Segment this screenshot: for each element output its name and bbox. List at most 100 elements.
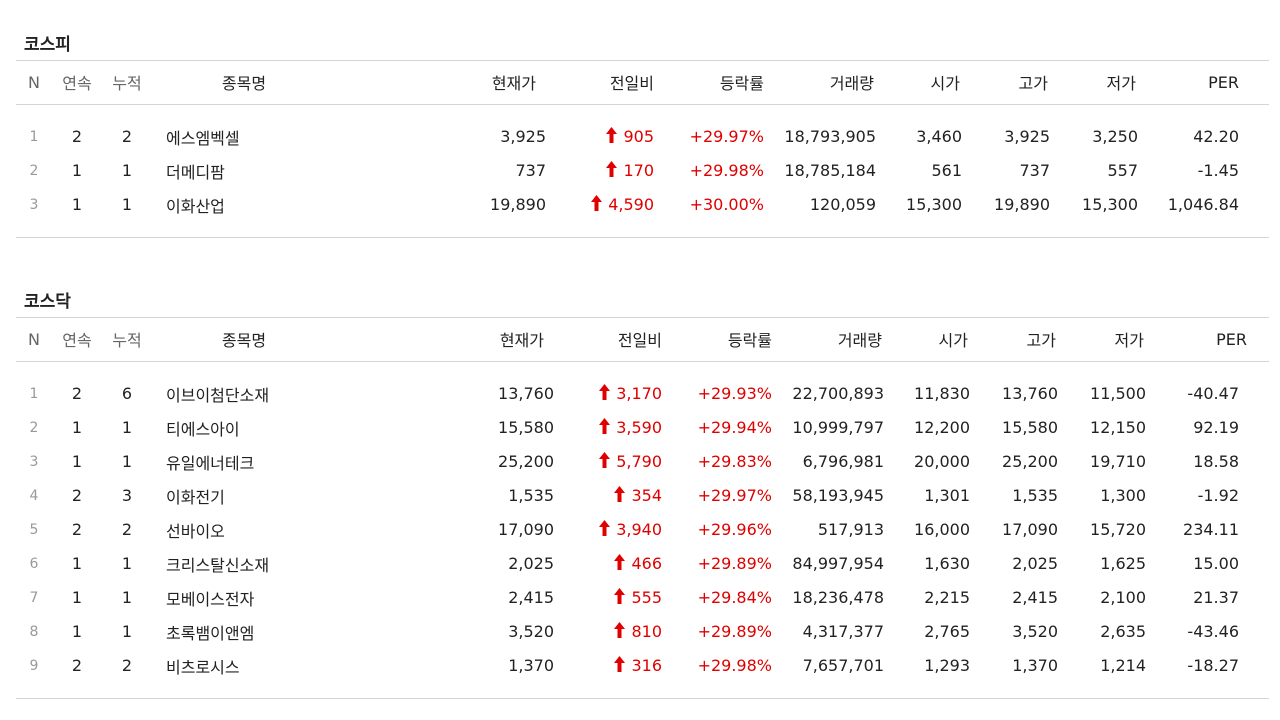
change-rate-value: +29.97% — [689, 127, 764, 146]
stock-name[interactable]: 더메디팜 — [166, 162, 225, 182]
cumulative-count: 1 — [121, 554, 133, 573]
stock-name[interactable]: 이화전기 — [166, 487, 225, 507]
current-price: 1,535 — [322, 479, 554, 513]
open-price: 11,830 — [888, 377, 976, 411]
volume-value: 58,193,945 — [792, 486, 884, 505]
low-price: 12,150 — [1064, 411, 1152, 445]
volume: 18,793,905 — [772, 120, 880, 154]
stock-name[interactable]: 에스엠벡셀 — [166, 128, 240, 148]
header-streak: 연속 — [52, 318, 102, 362]
spacer-cell — [16, 222, 1269, 237]
table-row[interactable]: 2 1 1 더메디팜 737 170 +29.98% 18,785,184 561 737 557 -… — [16, 154, 1269, 188]
high-price-value: 17,090 — [1002, 520, 1058, 539]
per-value: 15.00 — [1152, 547, 1269, 581]
stock-name[interactable]: 비츠로시스 — [166, 657, 240, 677]
change-cell: 3,940 — [554, 513, 668, 547]
streak-count: 2 — [71, 384, 83, 403]
current-price-value: 737 — [515, 161, 546, 180]
stock-name[interactable]: 초록뱀이앤엠 — [166, 623, 255, 643]
stock-name[interactable]: 선바이오 — [166, 521, 225, 541]
volume-value: 18,785,184 — [784, 161, 876, 180]
kosdaq-header-row: N 연속 누적 종목명 현재가 전일비 등락률 거래량 시가 고가 저가 PER — [16, 318, 1269, 362]
low-price: 19,710 — [1064, 445, 1152, 479]
change-rate: +29.84% — [668, 581, 780, 615]
stock-name[interactable]: 이화산업 — [166, 196, 225, 216]
change-value: 170 — [623, 161, 654, 180]
header-volume: 거래량 — [772, 61, 880, 105]
volume: 4,317,377 — [780, 615, 888, 649]
high-price: 3,520 — [976, 615, 1064, 649]
high-price: 737 — [968, 154, 1056, 188]
table-row[interactable]: 5 2 2 선바이오 17,090 3,940 +29.96% 517,913 16,000 17… — [16, 513, 1269, 547]
header-high: 고가 — [968, 61, 1056, 105]
stock-name[interactable]: 유일에너테크 — [166, 453, 255, 473]
change-rate: +29.98% — [660, 154, 772, 188]
cumulative-count: 3 — [121, 486, 133, 505]
table-row[interactable]: 9 2 2 비츠로시스 1,370 316 +29.98% 7,657,701 1,293 1,3… — [16, 649, 1269, 683]
kosdaq-table-body: 1 2 6 이브이첨단소재 13,760 3,170 +29.93% 22,700,893 11… — [16, 361, 1269, 698]
current-price-value: 3,925 — [500, 127, 546, 146]
change-rate-value: +29.96% — [697, 520, 772, 539]
change-cell: 810 — [554, 615, 668, 649]
per-value: 92.19 — [1152, 411, 1269, 445]
table-row[interactable]: 3 1 1 이화산업 19,890 4,590 +30.00% 120,059 15,300 19… — [16, 188, 1269, 222]
table-row[interactable]: 6 1 1 크리스탈신소재 2,025 466 +29.89% 84,997,954 1,630… — [16, 547, 1269, 581]
stock-name[interactable]: 티에스아이 — [166, 419, 240, 439]
header-n: N — [16, 318, 52, 362]
open-price-value: 1,301 — [924, 486, 970, 505]
per-value: 42.20 — [1144, 120, 1269, 154]
table-row[interactable]: 1 2 6 이브이첨단소재 13,760 3,170 +29.93% 22,700,893 11… — [16, 377, 1269, 411]
low-price-value: 1,625 — [1100, 554, 1146, 573]
high-price: 3,925 — [968, 120, 1056, 154]
row-number: 7 — [29, 589, 39, 606]
stock-name[interactable]: 크리스탈신소재 — [166, 555, 270, 575]
header-n: N — [16, 61, 52, 105]
change-value: 5,790 — [616, 452, 662, 471]
header-cum: 누적 — [102, 61, 152, 105]
per-value-value: -18.27 — [1187, 656, 1239, 675]
volume-value: 517,913 — [817, 520, 884, 539]
header-change: 전일비 — [546, 61, 660, 105]
per-value-value: 15.00 — [1193, 554, 1239, 573]
open-price: 1,293 — [888, 649, 976, 683]
high-price: 17,090 — [976, 513, 1064, 547]
kospi-header-row: N 연속 누적 종목명 현재가 전일비 등락률 거래량 시가 고가 저가 PER — [16, 61, 1269, 105]
change-rate-value: +30.00% — [689, 195, 764, 214]
table-row[interactable]: 3 1 1 유일에너테크 25,200 5,790 +29.83% 6,796,981 20,0… — [16, 445, 1269, 479]
high-price: 2,415 — [976, 581, 1064, 615]
up-arrow-icon — [614, 554, 626, 573]
change-value: 3,940 — [616, 520, 662, 539]
change-value: 4,590 — [608, 195, 654, 214]
volume-value: 10,999,797 — [792, 418, 884, 437]
low-price-value: 3,250 — [1092, 127, 1138, 146]
table-row[interactable]: 1 2 2 에스엠벡셀 3,925 905 +29.97% 18,793,905 3,460 3,… — [16, 120, 1269, 154]
up-arrow-icon — [599, 384, 611, 403]
low-price: 15,300 — [1056, 188, 1144, 222]
header-name: 종목명 — [152, 318, 322, 362]
kospi-title: 코스피 — [24, 35, 71, 55]
table-row[interactable]: 4 2 3 이화전기 1,535 354 +29.97% 58,193,945 1,301 1,5… — [16, 479, 1269, 513]
row-number: 3 — [29, 453, 39, 470]
header-rate: 등락률 — [660, 61, 772, 105]
streak-count: 1 — [71, 161, 83, 180]
cumulative-count: 1 — [121, 622, 133, 641]
table-row[interactable]: 2 1 1 티에스아이 15,580 3,590 +29.94% 10,999,797 12,2… — [16, 411, 1269, 445]
stock-name[interactable]: 이브이첨단소재 — [166, 385, 270, 405]
per-value: 1,046.84 — [1144, 188, 1269, 222]
current-price-value: 3,520 — [508, 622, 554, 641]
stock-name[interactable]: 모베이스전자 — [166, 589, 255, 609]
open-price-value: 2,215 — [924, 588, 970, 607]
header-low: 저가 — [1056, 61, 1144, 105]
volume-value: 22,700,893 — [792, 384, 884, 403]
cumulative-count: 1 — [121, 418, 133, 437]
open-price-value: 3,460 — [916, 127, 962, 146]
volume: 517,913 — [780, 513, 888, 547]
table-row[interactable]: 7 1 1 모베이스전자 2,415 555 +29.84% 18,236,478 2,215 2… — [16, 581, 1269, 615]
change-cell: 466 — [554, 547, 668, 581]
kospi-table-box: N 연속 누적 종목명 현재가 전일비 등락률 거래량 시가 고가 저가 PER… — [16, 60, 1269, 238]
per-value: 21.37 — [1152, 581, 1269, 615]
kospi-table: N 연속 누적 종목명 현재가 전일비 등락률 거래량 시가 고가 저가 PER… — [16, 61, 1269, 237]
low-price-value: 19,710 — [1090, 452, 1146, 471]
table-row[interactable]: 8 1 1 초록뱀이앤엠 3,520 810 +29.89% 4,317,377 2,765 3,… — [16, 615, 1269, 649]
current-price: 3,925 — [322, 120, 546, 154]
